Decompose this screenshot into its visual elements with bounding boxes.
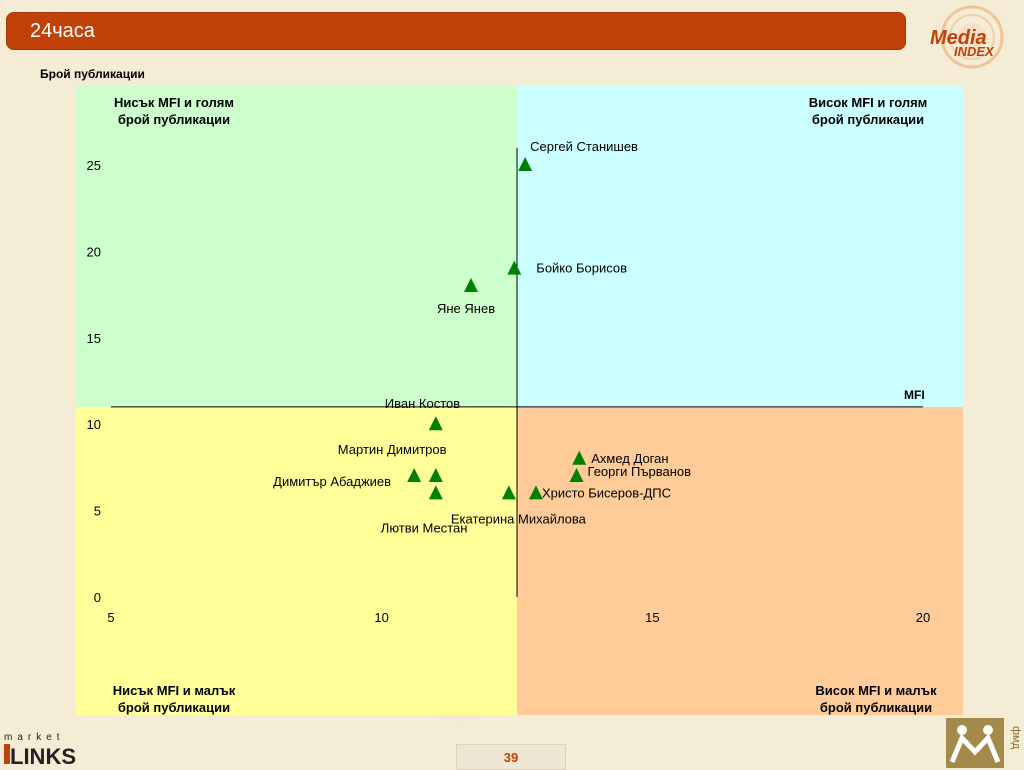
quadrant-top-right [517,86,963,407]
data-point-label: Екатерина Михайлова [451,511,587,526]
data-point-label: Лютви Местан [381,520,468,535]
data-point-label: Бойко Борисов [536,261,627,276]
x-tick-label: 5 [107,610,114,625]
y-tick-label: 15 [87,331,101,346]
data-point-marker [518,157,533,171]
market-logo-text: market [4,732,65,743]
media-logo-text: Media [930,27,987,49]
quadrant-label-top-right: Висок MFI и голям брой публикации [808,95,928,127]
data-point-marker [501,485,516,500]
data-point-marker [428,485,443,500]
data-point-marker [569,468,584,483]
y-axis-label: Брой публикации [40,67,145,81]
quadrant-label-top-left: Нисък MFI и голям брой публикации [114,95,234,127]
page-number-box: 39 [456,744,566,770]
market-links-logo: market LINKS [4,732,76,768]
y-tick-label: 0 [94,590,101,605]
data-point-label: Мартин Димитров [338,442,447,457]
data-point-marker [407,468,422,483]
data-point-label: Димитър Абаджиев [273,474,391,489]
data-point-label: Георги Първанов [588,464,692,479]
quadrant-label-bottom-right: Висок MFI и малък брой публикации [815,683,937,715]
media-index-logo: Media INDEX [930,5,1004,69]
fmd-logo-text: фмд [1010,726,1022,750]
quadrant-label-bottom-left: Нисък MFI и малък брой публикации [112,683,236,715]
data-point-marker [507,260,522,275]
x-tick-label: 20 [916,610,930,625]
data-point-label: Иван Костов [385,396,460,411]
data-point-marker [463,277,478,292]
links-logo-accent [4,744,10,764]
title-bar: 24часа [6,12,906,50]
data-point-marker [428,416,443,431]
data-point-label: Христо Бисеров-ДПС [542,485,671,500]
data-point-label: Яне Янев [437,301,495,316]
quadrant-bottom-left [76,406,517,715]
links-logo-text: LINKS [10,744,76,768]
fmd-logo: фмд [946,718,1022,768]
data-point-marker [528,485,543,500]
quadrant-bottom-right [517,406,963,715]
y-tick-label: 20 [87,244,101,259]
x-tick-label: 15 [645,610,659,625]
quadrant-top-left [76,86,517,407]
y-tick-label: 25 [87,158,101,173]
y-tick-label: 10 [87,417,101,432]
x-tick-label: 10 [374,610,388,625]
index-logo-text: INDEX [954,44,995,59]
data-point-marker [428,468,443,483]
data-point-label: Ахмед Доган [591,451,668,466]
data-point-label: Сергей Станишев [530,139,638,154]
x-axis-label: MFI [904,388,925,402]
data-point-marker [572,450,587,465]
page-number: 39 [503,750,519,765]
y-tick-label: 5 [94,504,101,519]
slide-title: 24часа [30,20,95,42]
